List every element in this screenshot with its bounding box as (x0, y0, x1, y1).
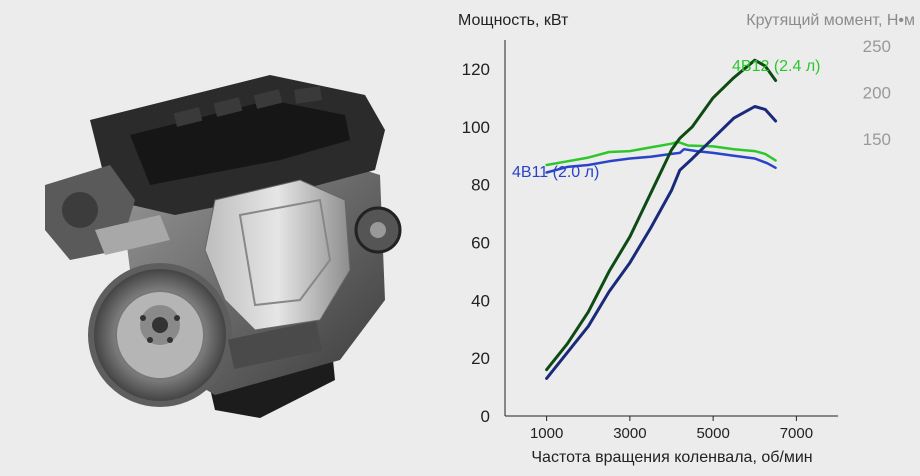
y-left-tick-label: 0 (481, 407, 490, 426)
y-left-tick-label: 40 (471, 291, 490, 310)
y-left-tick-label: 60 (471, 233, 490, 252)
y-left-tick-label: 20 (471, 349, 490, 368)
x-tick-label: 7000 (780, 425, 813, 442)
engine-illustration (45, 75, 402, 418)
y-right-tick-label: 200 (863, 84, 891, 103)
series-line-power-3 (545, 105, 778, 380)
series-line-torque-1 (545, 147, 777, 174)
series-line-torque-0 (545, 140, 777, 167)
x-axis-title: Частота вращения коленвала, об/мин (531, 449, 812, 466)
y-left-tick-label: 100 (462, 118, 490, 137)
y-right-axis-title: Крутящий момент, Н•м (746, 12, 915, 29)
chart-ticks: 0 20 40 60 80 100 120 150 200 250 1000 3000 5000 7000 (462, 37, 891, 442)
series-line-power-2 (545, 58, 778, 372)
y-left-axis-title: Мощность, кВт (458, 12, 569, 29)
y-left-tick-label: 120 (462, 60, 490, 79)
x-tick-label: 3000 (613, 425, 646, 442)
series-label-4b12: 4B12 (2.4 л) (732, 58, 821, 75)
x-tick-label: 5000 (696, 425, 729, 442)
x-tick-label: 1000 (530, 425, 563, 442)
series-label-4b11: 4B11 (2.0 л) (512, 164, 599, 181)
chart-axes (504, 40, 838, 417)
y-right-tick-label: 250 (863, 37, 891, 56)
y-left-tick-label: 80 (471, 176, 490, 195)
chart-series (545, 58, 778, 380)
y-right-tick-label: 150 (863, 130, 891, 149)
